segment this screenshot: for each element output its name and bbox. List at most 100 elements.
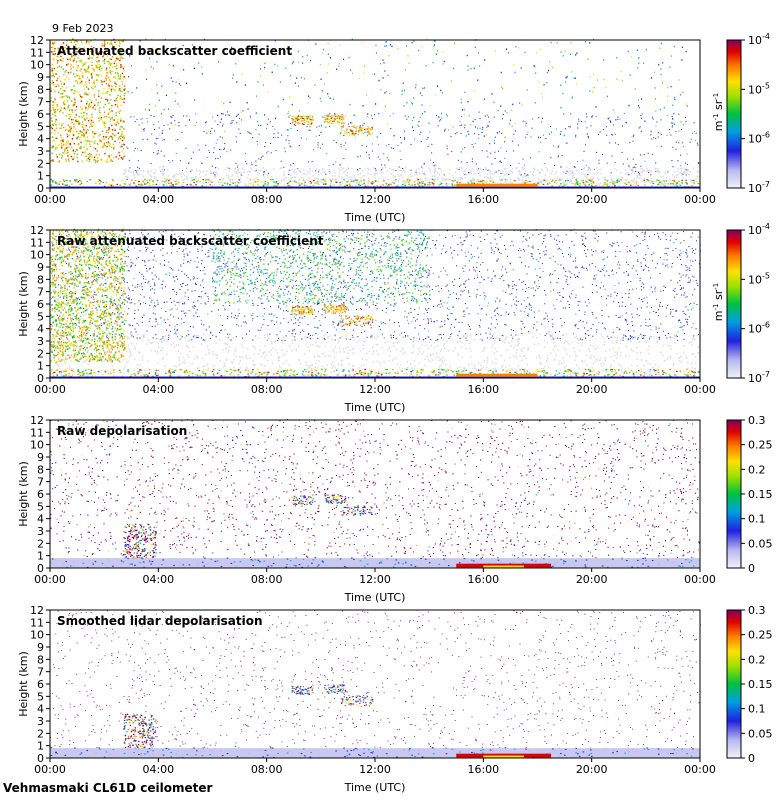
noise-cell	[571, 342, 572, 343]
signal-cell	[60, 140, 61, 141]
noise-cell	[451, 136, 452, 137]
noise-cell	[432, 176, 433, 177]
cloud-cell	[304, 116, 305, 117]
noise-cell	[171, 122, 172, 123]
noise-cell	[464, 109, 465, 110]
noise-cell	[438, 174, 439, 175]
boundary-cell	[402, 184, 404, 185]
noise-cell	[622, 125, 623, 126]
noise-cell	[467, 162, 468, 163]
noise-cell	[401, 142, 402, 143]
noise-cell	[549, 133, 550, 134]
noise-cell	[421, 345, 422, 346]
noise-cell	[129, 167, 130, 168]
signal-cell	[100, 69, 101, 70]
noise-cell	[132, 92, 133, 93]
noise-cell	[505, 339, 506, 340]
signal-cell	[83, 130, 84, 131]
noise-cell	[616, 340, 617, 341]
signal-cell	[64, 79, 65, 80]
signal-cell	[98, 60, 99, 61]
noise-cell	[553, 146, 554, 147]
noise-cell	[214, 131, 215, 132]
signal-cell	[81, 41, 82, 42]
signal-cell	[77, 161, 78, 162]
signal-cell	[74, 98, 75, 99]
noise-cell	[539, 356, 540, 357]
noise-cell	[483, 169, 484, 170]
boundary-cell	[81, 183, 83, 184]
noise-cell	[583, 151, 584, 152]
noise-cell	[441, 113, 442, 114]
signal-cell	[94, 156, 95, 157]
noise-cell	[599, 360, 600, 361]
noise-cell	[500, 170, 501, 171]
noise-cell	[615, 162, 616, 163]
noise-cell	[394, 135, 395, 136]
signal-cell	[51, 75, 52, 76]
signal-cell	[103, 60, 104, 61]
noise-cell	[364, 338, 365, 339]
signal-cell	[53, 123, 54, 124]
signal-cell	[91, 73, 92, 74]
noise-cell	[530, 172, 531, 173]
cloud-cell	[333, 123, 334, 124]
signal-cell	[73, 150, 74, 151]
noise-cell	[631, 173, 632, 174]
boundary-cell	[249, 183, 251, 184]
noise-cell	[477, 170, 478, 171]
noise-cell	[415, 87, 416, 88]
noise-cell	[411, 170, 412, 171]
noise-cell	[492, 362, 493, 363]
signal-cell	[75, 90, 76, 91]
boundary-cell	[255, 181, 257, 182]
noise-cell	[232, 78, 233, 79]
boundary-cell	[390, 184, 392, 185]
noise-cell	[113, 375, 114, 376]
noise-cell	[406, 45, 407, 46]
noise-cell	[238, 169, 239, 170]
noise-cell	[397, 370, 398, 371]
signal-cell	[57, 78, 58, 79]
noise-cell	[395, 175, 396, 176]
signal-cell	[100, 66, 101, 67]
signal-cell	[112, 129, 113, 130]
noise-cell	[196, 355, 197, 356]
noise-cell	[483, 349, 484, 350]
noise-cell	[73, 368, 74, 369]
boundary-cell	[183, 182, 185, 183]
signal-cell	[91, 65, 92, 66]
noise-cell	[372, 143, 373, 144]
noise-cell	[516, 357, 517, 358]
noise-cell	[276, 178, 277, 179]
noise-cell	[556, 345, 557, 346]
noise-cell	[428, 137, 429, 138]
signal-cell	[117, 95, 118, 96]
boundary-cell	[339, 182, 341, 183]
noise-cell	[682, 47, 683, 48]
noise-cell	[648, 153, 649, 154]
noise-cell	[218, 61, 219, 62]
signal-cell	[116, 156, 117, 157]
noise-cell	[186, 168, 187, 169]
noise-cell	[575, 354, 576, 355]
noise-cell	[556, 171, 557, 172]
boundary-cell	[141, 184, 143, 185]
noise-cell	[676, 177, 677, 178]
noise-cell	[348, 168, 349, 169]
boundary-cell	[382, 184, 384, 185]
noise-cell	[164, 365, 165, 366]
noise-cell	[340, 164, 341, 165]
signal-cell	[68, 72, 69, 73]
noise-cell	[221, 101, 222, 102]
signal-cell	[76, 114, 77, 115]
boundary-cell	[492, 181, 494, 182]
noise-cell	[267, 334, 268, 335]
noise-cell	[679, 360, 680, 361]
noise-cell	[498, 170, 499, 171]
noise-cell	[329, 173, 330, 174]
noise-cell	[246, 348, 247, 349]
noise-cell	[428, 348, 429, 349]
signal-cell	[85, 155, 86, 156]
noise-cell	[458, 354, 459, 355]
